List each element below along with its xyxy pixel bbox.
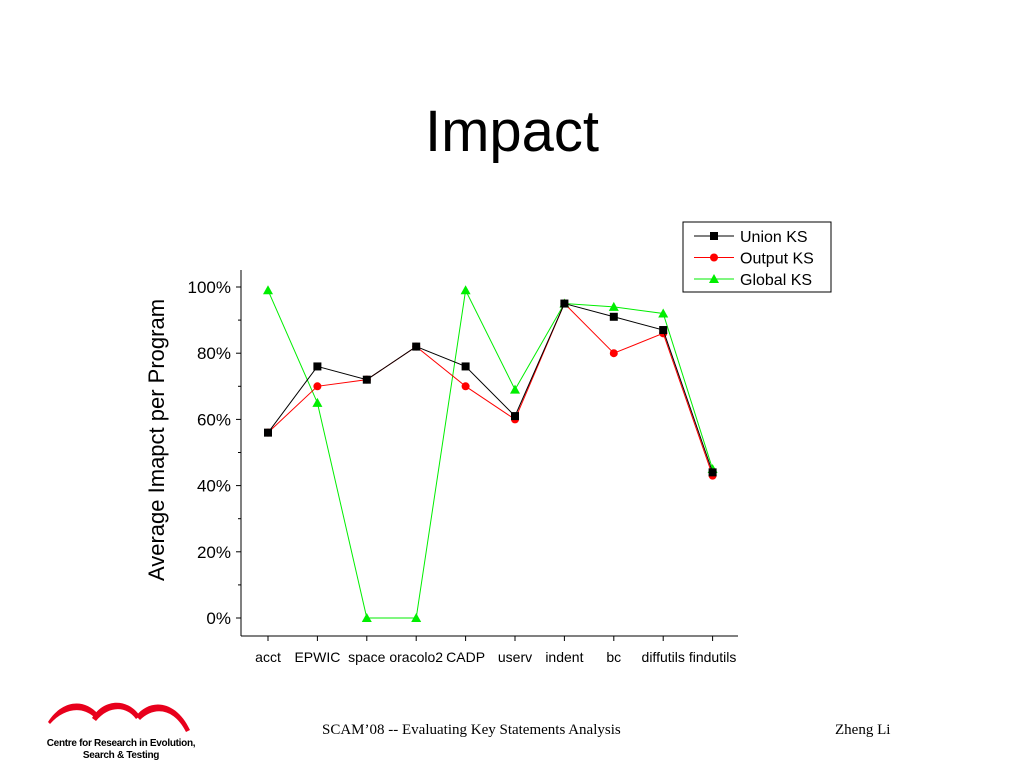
y-tick-label: 20% (197, 543, 231, 562)
footer-presentation-title: SCAM’08 -- Evaluating Key Statements Ana… (322, 722, 621, 738)
data-point (510, 384, 520, 394)
legend-label: Global KS (740, 272, 812, 289)
legend-label: Output KS (740, 251, 814, 268)
legend-marker (709, 274, 719, 283)
x-tick-label: CADP (446, 649, 485, 665)
x-tick-label: diffutils (642, 649, 685, 665)
x-tick-label: EPWIC (294, 649, 340, 665)
data-point (312, 397, 323, 407)
logo-arc-middle (92, 702, 140, 721)
legend-marker (710, 232, 718, 240)
data-point (608, 301, 619, 311)
x-tick-label: space (348, 649, 386, 665)
data-point (708, 468, 717, 477)
data-point (659, 326, 668, 335)
series-line (267, 302, 714, 473)
series-union-ks (264, 299, 717, 477)
chart-series (263, 285, 718, 622)
data-point (658, 308, 669, 318)
x-tick-label: indent (545, 649, 583, 665)
crest-logo (48, 702, 190, 732)
x-tick-label: userv (498, 649, 532, 665)
logo-text-line1: Centre for Research in Evolution, (46, 738, 196, 749)
legend-marker (710, 253, 718, 262)
data-point (412, 342, 421, 351)
y-tick-label: 40% (197, 477, 231, 496)
data-point (511, 412, 519, 421)
x-tick-label: bc (606, 649, 621, 665)
chart-axes: 0% 20% 40% 60% 80% 100% acct EPWIC space oracolo2… (144, 270, 738, 665)
y-tick-label: 0% (206, 609, 231, 628)
footer-author: Zheng Li (835, 722, 891, 738)
data-point (460, 285, 471, 295)
x-tick-label: acct (255, 649, 281, 665)
series-global-ks (263, 285, 718, 622)
chart-legend: Union KS Output KS Global KS (682, 221, 832, 293)
y-tick-label: 80% (197, 344, 231, 363)
data-point (263, 285, 273, 295)
data-point (362, 375, 371, 384)
logo-text-line2: Search & Testing (82, 750, 160, 761)
legend-label: Union KS (740, 229, 808, 246)
logo-arc-left (48, 703, 98, 724)
y-tick-label: 100% (188, 278, 231, 297)
logo-text: Centre for Research in Evolution, Search… (40, 738, 202, 762)
data-point (411, 613, 422, 622)
data-point (361, 613, 372, 622)
data-point (264, 428, 272, 437)
x-tick-label: findutils (689, 649, 736, 665)
data-point (461, 362, 470, 371)
series-line (267, 302, 714, 476)
data-point (461, 382, 470, 391)
data-point (609, 349, 618, 358)
y-axis-label: Average Imapct per Program (144, 299, 169, 581)
slide-title: Impact (424, 99, 600, 164)
logo-arc-right (136, 704, 190, 732)
data-point (609, 312, 618, 321)
data-point (313, 362, 322, 371)
x-tick-label: oracolo2 (389, 649, 443, 665)
series-line (267, 288, 714, 619)
data-point (313, 382, 322, 391)
y-tick-label: 60% (197, 410, 231, 429)
data-point (560, 299, 569, 308)
